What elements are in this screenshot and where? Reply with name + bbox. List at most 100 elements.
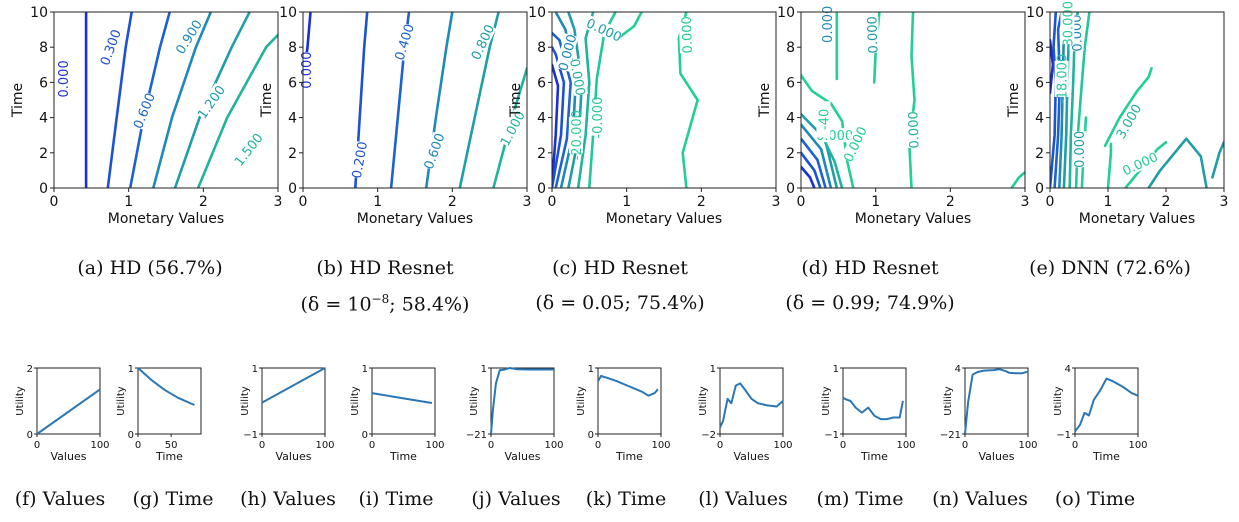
caption-b-line2-exponent: −8 bbox=[371, 292, 390, 306]
caption-d-line2: (δ = 0.99; 74.9%) bbox=[785, 292, 955, 314]
xlabel-j: Values bbox=[505, 450, 541, 463]
contour-line-a-1 bbox=[106, 12, 133, 188]
caption-e: (e) DNN (72.6%) bbox=[1029, 257, 1191, 279]
caption-d-line1: (d) HD Resnet bbox=[801, 257, 939, 279]
caption-i: (i) Time bbox=[358, 488, 434, 510]
xlabel-d: Monetary Values bbox=[855, 211, 971, 227]
contour-line-c-1 bbox=[552, 45, 566, 188]
ytick-label-b-1: 2 bbox=[288, 146, 297, 162]
caption-c-line2: (δ = 0.05; 75.4%) bbox=[535, 292, 705, 314]
contour-label-bg-a-1 bbox=[97, 27, 123, 67]
xlabel-e: Monetary Values bbox=[1079, 211, 1195, 227]
ytick-label-c-1: 2 bbox=[537, 146, 546, 162]
contour-line-c-0 bbox=[552, 63, 560, 186]
xtick-label-g-0: 0 bbox=[135, 440, 141, 451]
ytick-label-i-0: 0 bbox=[362, 430, 368, 441]
utility-line-i bbox=[371, 392, 433, 404]
axes-frame-j bbox=[490, 367, 555, 435]
contour-line-a-3 bbox=[152, 12, 213, 188]
utility-panel-o bbox=[1072, 367, 1139, 437]
xlabel-k: Time bbox=[615, 450, 643, 463]
contour-line-e-11 bbox=[1147, 137, 1208, 188]
contour-label-bg-b-5 bbox=[497, 108, 527, 148]
axes-frame-m bbox=[842, 367, 907, 435]
contour-label-bg-b-0 bbox=[298, 52, 313, 89]
ytick-label-d-3: 6 bbox=[786, 75, 795, 91]
ytick-label-a-5: 10 bbox=[30, 5, 48, 21]
caption-b-line2-pre: (δ = 10 bbox=[300, 293, 372, 316]
xtick-label-c-2: 2 bbox=[697, 194, 706, 210]
contour-label-d-0: 0.000 bbox=[821, 6, 836, 43]
contour-label-e-1: 0.000 bbox=[1073, 131, 1088, 168]
axes-frame-g bbox=[137, 367, 202, 435]
ytick-label-l-0: −2 bbox=[701, 430, 716, 441]
ylabel-c: Time bbox=[508, 83, 524, 118]
contour-label-a-2: 0.600 bbox=[131, 91, 159, 131]
contour-label-bg-b-3 bbox=[420, 131, 447, 171]
caption-b-line2: (δ = 10−8; 58.4%) bbox=[260, 292, 510, 315]
xtick-label-e-3: 3 bbox=[1220, 194, 1229, 210]
contour-label-bg-c-4 bbox=[568, 117, 583, 154]
contour-label-bg-a-0 bbox=[55, 60, 70, 97]
axes-frame-e bbox=[1049, 11, 1225, 189]
xlabel-f: Values bbox=[51, 450, 87, 463]
xtick-label-a-3: 3 bbox=[274, 194, 283, 210]
utility-line-h bbox=[261, 367, 326, 404]
xtick-label-b-0: 0 bbox=[299, 194, 308, 210]
contour-line-e-9 bbox=[1106, 142, 1113, 188]
xtick-label-h-1: 100 bbox=[315, 440, 334, 451]
ytick-label-o-0: −1 bbox=[1056, 430, 1071, 441]
utility-panel-k bbox=[595, 367, 662, 437]
contour-line-a-2 bbox=[128, 12, 171, 188]
caption-g: (g) Time bbox=[132, 488, 214, 510]
ytick-label-d-1: 2 bbox=[786, 146, 795, 162]
ytick-label-m-1: 1 bbox=[833, 364, 839, 375]
contour-label-bg-b-4 bbox=[468, 22, 497, 62]
xlabel-g: Time bbox=[155, 450, 183, 463]
ylabel-e: Time bbox=[1006, 83, 1022, 118]
ytick-label-f-0: 0 bbox=[27, 430, 33, 441]
xtick-label-e-2: 2 bbox=[1162, 194, 1171, 210]
xtick-label-k-0: 0 bbox=[595, 440, 601, 451]
contour-line-d-3 bbox=[801, 123, 833, 188]
ylabel-k: Utility bbox=[576, 386, 587, 415]
xtick-label-a-0: 0 bbox=[50, 194, 59, 210]
ytick-label-b-4: 8 bbox=[288, 40, 297, 56]
xlabel-h: Values bbox=[276, 450, 312, 463]
ytick-label-c-5: 10 bbox=[528, 5, 546, 21]
contour-label-c-4: -20.000 bbox=[570, 110, 585, 160]
contour-label-b-1: 0.200 bbox=[350, 140, 371, 179]
utility-line-m bbox=[842, 396, 904, 421]
axes-frame-d bbox=[800, 11, 1026, 189]
utility-line-n bbox=[964, 368, 1029, 435]
ytick-label-j-0: −21 bbox=[466, 430, 487, 441]
xtick-label-j-0: 0 bbox=[488, 440, 494, 451]
contour-label-bg-e-3 bbox=[1054, 60, 1069, 97]
ytick-label-f-1: 2 bbox=[27, 364, 33, 375]
contour-label-d-1: 0.000 bbox=[865, 16, 881, 54]
xtick-label-d-2: 2 bbox=[946, 194, 955, 210]
ytick-label-a-2: 4 bbox=[39, 111, 48, 127]
contour-label-d-5: -40 bbox=[817, 109, 832, 130]
xtick-label-l-0: 0 bbox=[717, 440, 723, 451]
contour-label-c-5: 0.000 bbox=[680, 16, 696, 54]
ytick-label-c-2: 4 bbox=[537, 111, 546, 127]
ylabel-d: Time bbox=[757, 83, 773, 118]
ytick-label-b-2: 4 bbox=[288, 111, 297, 127]
utility-panel-h bbox=[259, 367, 326, 437]
xtick-label-b-3: 3 bbox=[523, 194, 532, 210]
xlabel-l: Values bbox=[734, 450, 770, 463]
ytick-label-k-0: 0 bbox=[588, 430, 594, 441]
ytick-label-l-1: 1 bbox=[710, 364, 716, 375]
contour-line-d-6 bbox=[801, 74, 855, 188]
contour-label-a-1: 0.300 bbox=[98, 28, 125, 68]
xlabel-i: Time bbox=[389, 450, 417, 463]
caption-o: (o) Time bbox=[1054, 488, 1136, 510]
ylabel-g: Utility bbox=[116, 386, 127, 415]
xtick-label-f-0: 0 bbox=[34, 440, 40, 451]
xtick-label-e-0: 0 bbox=[1046, 194, 1055, 210]
xtick-label-d-0: 0 bbox=[797, 194, 806, 210]
xtick-label-d-3: 3 bbox=[1021, 194, 1030, 210]
